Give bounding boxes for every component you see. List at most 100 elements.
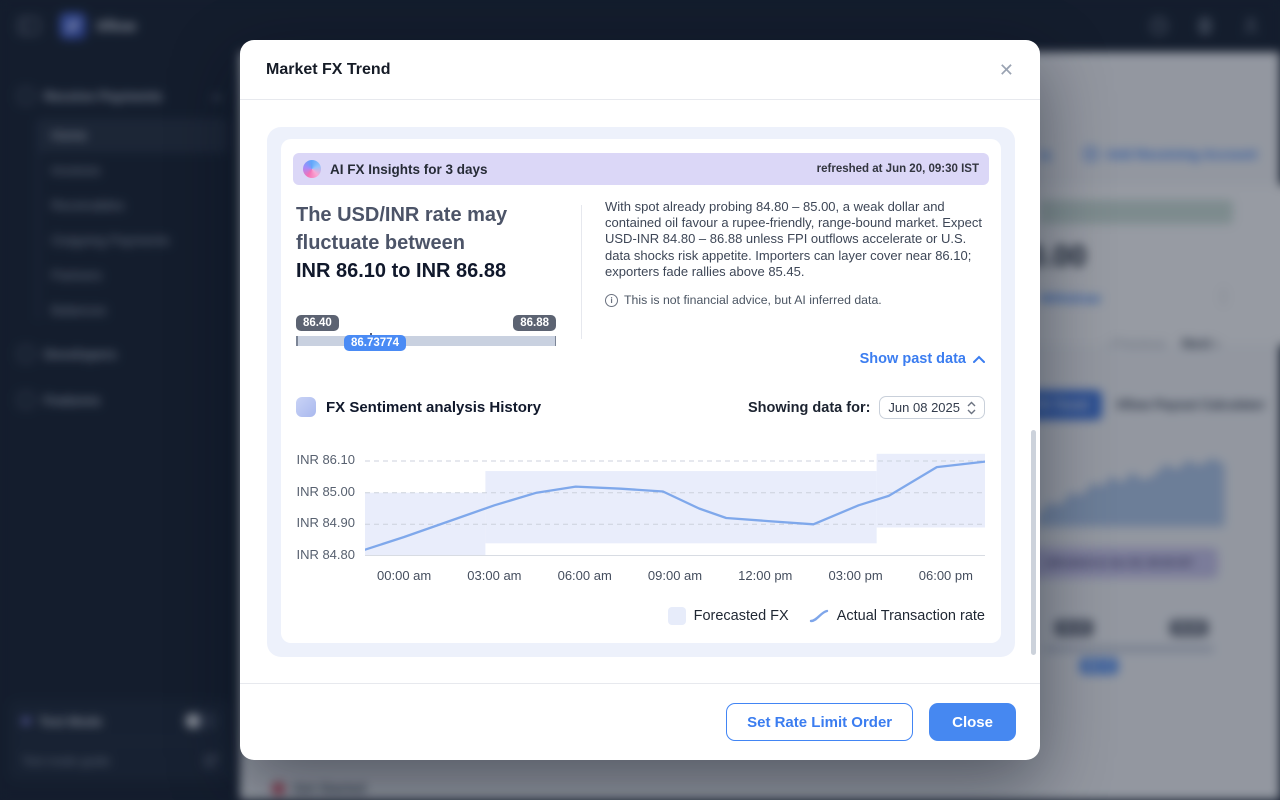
- column-divider: [581, 205, 582, 339]
- background-refreshed-bar: refreshed at Jun 20, 09:30 IST: [1020, 548, 1218, 578]
- account-details-link-fragment[interactable]: ls: [1040, 148, 1052, 163]
- get-started[interactable]: Get Started: [272, 781, 366, 796]
- legend-actual-rate: Actual Transaction rate: [809, 608, 985, 624]
- modal-footer: Set Rate Limit Order Close: [240, 683, 1040, 760]
- y-axis-label: INR 86.10: [296, 452, 355, 467]
- test-mode-toggle[interactable]: [184, 712, 218, 730]
- developers-icon: [18, 346, 34, 362]
- insights-inner-card: AI FX Insights for 3 days refreshed at J…: [281, 139, 1001, 643]
- forecast-swatch-icon: [667, 607, 686, 625]
- xflow-logo-icon: [60, 13, 86, 39]
- settings-gear-icon[interactable]: [1194, 15, 1216, 37]
- xflow-logo: Xflow: [60, 13, 136, 39]
- ai-insights-title: AI FX Insights for 3 days: [330, 161, 488, 177]
- history-title: FX Sentiment analysis History: [326, 398, 542, 416]
- sidebar-item-receivables[interactable]: Receivables: [51, 198, 125, 213]
- refreshed-timestamp: refreshed at Jun 20, 09:30 IST: [816, 163, 979, 175]
- disclaimer-row: i This is not financial advice, but AI i…: [605, 293, 882, 307]
- set-rate-limit-order-button[interactable]: Set Rate Limit Order: [726, 703, 914, 741]
- close-icon[interactable]: ✕: [998, 59, 1014, 80]
- balance-banner: [1040, 200, 1233, 224]
- legend-label: Forecasted FX: [693, 608, 789, 624]
- modal-scrollbar[interactable]: [1031, 430, 1036, 655]
- sidebar-section-receive-payments[interactable]: Receive Payments: [12, 82, 228, 110]
- y-axis-label: INR 84.80: [296, 547, 355, 562]
- ai-insights-header: AI FX Insights for 3 days refreshed at J…: [293, 153, 989, 185]
- receive-payments-icon: [18, 88, 34, 104]
- toggle-knob: [186, 714, 200, 728]
- sidebar-item-partners[interactable]: Partners: [51, 268, 103, 283]
- ai-sphere-icon: [303, 160, 321, 178]
- chart-legend: Forecasted FX Actual Transaction rate: [667, 607, 985, 625]
- sidebar: Receive Payments Home Invoices Receivabl…: [0, 52, 240, 800]
- get-started-label: Get Started: [293, 781, 366, 796]
- line-swatch-icon: [809, 609, 828, 623]
- card-menu-icon[interactable]: ⋮: [1215, 287, 1232, 306]
- features-icon: [18, 392, 34, 408]
- divider: [22, 741, 218, 742]
- date-select[interactable]: Jun 08 2025: [879, 396, 985, 419]
- subnav-guide-line: [37, 120, 39, 320]
- disclaimer-text: This is not financial advice, but AI inf…: [624, 293, 882, 307]
- x-axis-label: 03:00 am: [467, 568, 522, 583]
- sidebar-subnav: Home Invoices Receivables Outgoing Payme…: [37, 118, 228, 328]
- insights-card: AI FX Insights for 3 days refreshed at J…: [267, 127, 1015, 657]
- sidebar-item-developers[interactable]: Developers: [12, 334, 228, 374]
- headline-range: INR 86.10 to INR 86.88: [296, 260, 507, 282]
- sidebar-item-outgoing-payments[interactable]: Outgoing Payments: [51, 233, 170, 248]
- close-button[interactable]: Close: [929, 703, 1016, 741]
- sidebar-item-features[interactable]: Features: [12, 380, 228, 420]
- headline-line1: The USD/INR rate may: [296, 204, 508, 226]
- get-started-icon: [272, 782, 285, 795]
- sidebar-toggle-icon[interactable]: [18, 17, 40, 35]
- rate-headline: The USD/INR rate may fluctuate between I…: [296, 201, 576, 285]
- legend-label: Actual Transaction rate: [836, 608, 985, 624]
- previous-button[interactable]: ‹ Previous: [1105, 336, 1166, 351]
- range-track[interactable]: [296, 333, 556, 350]
- user-profile-icon[interactable]: [1240, 15, 1262, 37]
- fx-range-slider: 86.40 86.88 86.73774: [296, 315, 556, 351]
- test-mode-panel: Test Mode Test mode guide: [8, 700, 232, 780]
- x-axis-label: 03:00 pm: [828, 568, 883, 583]
- x-axis-label: 06:00 pm: [918, 568, 973, 583]
- background-area-chart: [1037, 448, 1225, 531]
- withdraw-link[interactable]: Withdraw: [1040, 291, 1101, 306]
- y-axis-label: INR 84.90: [296, 515, 355, 531]
- show-past-data-link[interactable]: Show past data: [860, 351, 985, 367]
- x-axis-label: 12:00 pm: [738, 568, 793, 583]
- add-receiving-account-link[interactable]: Add Receiving Account: [1083, 146, 1257, 162]
- history-clock-icon[interactable]: [1148, 15, 1170, 37]
- modal-header: Market FX Trend ✕: [240, 40, 1040, 100]
- range-current-badge: 86.73774: [344, 335, 406, 351]
- sidebar-item-balances[interactable]: Balances: [51, 303, 107, 318]
- mini-slider-value-badge: 86.73: [1080, 658, 1119, 674]
- tab-payout-calculator[interactable]: Xflow Payout Calculator: [1116, 397, 1265, 412]
- modal-body: AI FX Insights for 3 days refreshed at J…: [240, 100, 1040, 683]
- sidebar-item-home[interactable]: Home: [39, 118, 228, 153]
- modal-title: Market FX Trend: [266, 60, 391, 78]
- pagination: ‹ Previous Next ›: [1105, 336, 1219, 351]
- sentiment-history-icon: [296, 397, 316, 417]
- date-select-value: Jun 08 2025: [888, 400, 960, 415]
- market-fx-trend-modal: Market FX Trend ✕ AI FX Insights for 3 d…: [240, 40, 1040, 760]
- add-receiving-account-label: Add Receiving Account: [1106, 146, 1258, 162]
- test-mode-guide-link[interactable]: Test mode guide: [22, 753, 218, 768]
- select-stepper-icon: [967, 401, 976, 414]
- sidebar-section-label: Receive Payments: [44, 88, 163, 104]
- showing-data-label: Showing data for:: [747, 399, 871, 416]
- sidebar-item-label: Developers: [44, 346, 117, 362]
- mini-slider-max-badge: 86.88: [1170, 620, 1209, 636]
- topbar-actions: [1148, 15, 1262, 37]
- fx-history-chart: [363, 450, 987, 556]
- history-title-row: FX Sentiment analysis History: [296, 397, 541, 417]
- x-axis-label: 06:00 am: [557, 568, 612, 583]
- info-icon: i: [605, 293, 618, 307]
- mini-slider-track: [1045, 646, 1213, 652]
- ai-summary-text: With spot already probing 84.80 – 85.00,…: [605, 199, 982, 279]
- chevron-up-icon: [211, 89, 222, 104]
- external-link-icon: [203, 753, 218, 768]
- x-axis-label: 09:00 am: [647, 568, 703, 583]
- sidebar-item-invoices[interactable]: Invoices: [51, 163, 101, 178]
- next-button[interactable]: Next ›: [1181, 336, 1220, 351]
